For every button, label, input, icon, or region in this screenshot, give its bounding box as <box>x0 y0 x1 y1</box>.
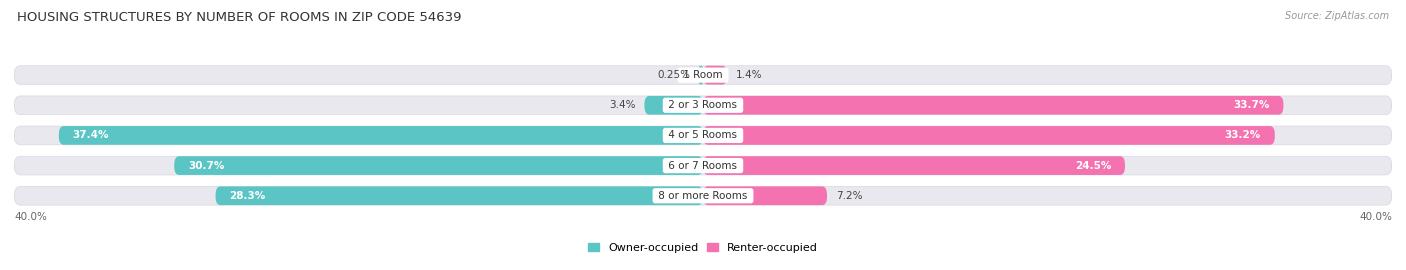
Text: 40.0%: 40.0% <box>1360 212 1392 222</box>
FancyBboxPatch shape <box>14 186 1392 205</box>
Text: HOUSING STRUCTURES BY NUMBER OF ROOMS IN ZIP CODE 54639: HOUSING STRUCTURES BY NUMBER OF ROOMS IN… <box>17 11 461 24</box>
FancyBboxPatch shape <box>59 126 703 145</box>
FancyBboxPatch shape <box>14 96 1392 115</box>
FancyBboxPatch shape <box>215 186 703 205</box>
Text: 7.2%: 7.2% <box>835 191 862 201</box>
Text: 4 or 5 Rooms: 4 or 5 Rooms <box>665 130 741 140</box>
Text: 1 Room: 1 Room <box>681 70 725 80</box>
Text: 28.3%: 28.3% <box>229 191 266 201</box>
FancyBboxPatch shape <box>14 126 1392 145</box>
Text: 33.7%: 33.7% <box>1233 100 1270 110</box>
Text: 30.7%: 30.7% <box>188 161 225 171</box>
Text: 8 or more Rooms: 8 or more Rooms <box>655 191 751 201</box>
Text: 6 or 7 Rooms: 6 or 7 Rooms <box>665 161 741 171</box>
Text: 37.4%: 37.4% <box>73 130 110 140</box>
Text: 24.5%: 24.5% <box>1074 161 1111 171</box>
FancyBboxPatch shape <box>703 186 827 205</box>
FancyBboxPatch shape <box>644 96 703 115</box>
Text: 2 or 3 Rooms: 2 or 3 Rooms <box>665 100 741 110</box>
Text: 33.2%: 33.2% <box>1225 130 1261 140</box>
FancyBboxPatch shape <box>703 66 727 85</box>
FancyBboxPatch shape <box>703 96 1284 115</box>
Text: 40.0%: 40.0% <box>14 212 46 222</box>
Text: 0.25%: 0.25% <box>657 70 690 80</box>
FancyBboxPatch shape <box>14 66 1392 85</box>
FancyBboxPatch shape <box>703 126 1275 145</box>
FancyBboxPatch shape <box>703 156 1125 175</box>
FancyBboxPatch shape <box>699 66 703 85</box>
Text: Source: ZipAtlas.com: Source: ZipAtlas.com <box>1285 11 1389 21</box>
FancyBboxPatch shape <box>14 156 1392 175</box>
Legend: Owner-occupied, Renter-occupied: Owner-occupied, Renter-occupied <box>588 243 818 253</box>
FancyBboxPatch shape <box>174 156 703 175</box>
Text: 3.4%: 3.4% <box>609 100 636 110</box>
Text: 1.4%: 1.4% <box>735 70 762 80</box>
